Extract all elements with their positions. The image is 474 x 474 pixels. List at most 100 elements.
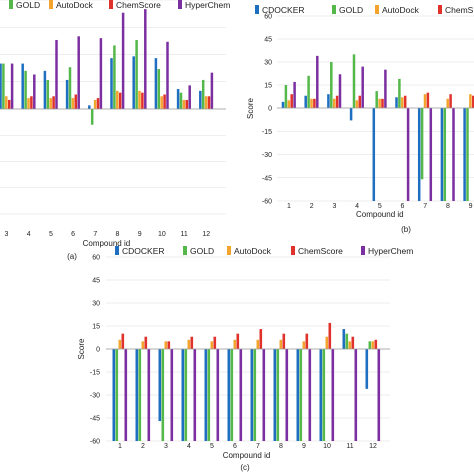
x-tick-label: 8 [116, 231, 120, 238]
bar-hyperchem [354, 349, 358, 441]
bar-hyperchem [170, 349, 174, 441]
bar-cdocker [281, 101, 285, 108]
x-tick-label: 12 [202, 231, 210, 238]
bar-hyperchem [331, 349, 335, 441]
bar-hyperchem [166, 41, 169, 109]
bar-gold [90, 109, 94, 125]
bar-autodock [325, 336, 329, 349]
bar-gold [68, 67, 72, 109]
bar-gold [330, 62, 333, 108]
bar-gold [184, 349, 188, 441]
x-tick-label: 7 [256, 443, 260, 450]
bar-chemscore [213, 336, 217, 349]
bar-chemscore [358, 95, 362, 108]
legend-label: AutoDock [56, 0, 94, 10]
bar-autodock [5, 96, 8, 109]
bar-chemscore [282, 333, 286, 349]
bar-cdocker [227, 349, 231, 441]
bar-chemscore [335, 95, 339, 108]
bar-hyperchem [293, 81, 296, 108]
bar-autodock [187, 339, 191, 349]
x-tick-label: 9 [138, 231, 142, 238]
panel-caption: (c) [240, 463, 250, 472]
bar-autodock [210, 341, 214, 349]
y-tick-label: 60 [264, 14, 272, 21]
bar-chemscore [374, 339, 378, 349]
legend-swatch [332, 5, 336, 14]
x-tick-label: 12 [369, 443, 377, 450]
bar-gold [284, 85, 288, 108]
bar-hyperchem [377, 349, 381, 441]
y-tick-label: -60 [90, 439, 100, 446]
legend-label: ChemScore [298, 246, 343, 256]
y-tick-label: -15 [90, 370, 100, 377]
x-tick-label: 4 [27, 231, 31, 238]
bar-autodock [116, 90, 119, 109]
bar-gold [322, 349, 326, 441]
legend-label: GOLD [16, 0, 40, 10]
x-axis-title: Compound id [223, 451, 271, 460]
bar-hyperchem [316, 55, 319, 108]
bar-cdocker [273, 349, 277, 441]
bar-autodock [182, 99, 186, 109]
legend-swatch [178, 0, 182, 9]
bar-autodock [446, 98, 449, 108]
bar-hyperchem [193, 349, 197, 441]
bar-gold [398, 78, 401, 108]
bar-cdocker [65, 79, 69, 109]
legend-swatch [183, 246, 187, 255]
bar-cdocker [463, 108, 466, 201]
bar-hyperchem [188, 85, 191, 109]
x-tick-label: 2 [141, 443, 145, 450]
bar-cdocker [132, 56, 135, 109]
bar-gold [368, 341, 372, 349]
legend-swatch [361, 246, 365, 255]
legend-swatch [115, 246, 119, 255]
bar-gold [443, 108, 447, 201]
bar-autodock [138, 90, 141, 109]
bar-chemscore [118, 92, 122, 109]
x-tick-label: 3 [164, 443, 168, 450]
x-tick-label: 8 [446, 203, 450, 210]
bar-autodock [141, 341, 145, 349]
bar-autodock [287, 100, 291, 108]
bar-hyperchem [99, 38, 103, 109]
bar-autodock [160, 96, 163, 109]
y-tick-label: 15 [92, 324, 100, 331]
bar-autodock [279, 339, 283, 349]
bar-autodock [27, 98, 30, 109]
bar-cdocker [158, 349, 162, 422]
x-tick-label: 3 [332, 203, 336, 210]
x-axis-title: Compound id [83, 239, 131, 248]
bar-cdocker [21, 63, 24, 109]
bar-gold [466, 108, 469, 201]
bar-hyperchem [33, 74, 36, 109]
y-tick-label: 45 [264, 37, 272, 44]
legend-label: AutoDock [382, 5, 420, 15]
bar-autodock [164, 341, 168, 349]
y-tick-label: 15 [264, 83, 272, 90]
bar-autodock [233, 339, 237, 349]
x-tick-label: 6 [233, 443, 237, 450]
bar-chemscore [144, 336, 148, 349]
bar-chemscore [121, 333, 125, 349]
bar-chemscore [403, 95, 407, 108]
bar-gold [299, 349, 303, 441]
legend-swatch [255, 5, 259, 14]
bar-hyperchem [308, 349, 312, 441]
x-tick-label: 5 [210, 443, 214, 450]
bar-hyperchem [452, 108, 455, 201]
bar-chemscore [290, 94, 293, 108]
x-tick-label: 6 [401, 203, 405, 210]
bar-chemscore [426, 92, 430, 108]
bar-gold [115, 349, 119, 441]
bar-autodock [469, 94, 472, 108]
legend-label: ChemScore [116, 0, 161, 10]
x-tick-label: 5 [49, 231, 53, 238]
legend-swatch [291, 246, 295, 255]
bar-gold [201, 79, 205, 109]
legend-label: HyperChem [185, 0, 230, 10]
